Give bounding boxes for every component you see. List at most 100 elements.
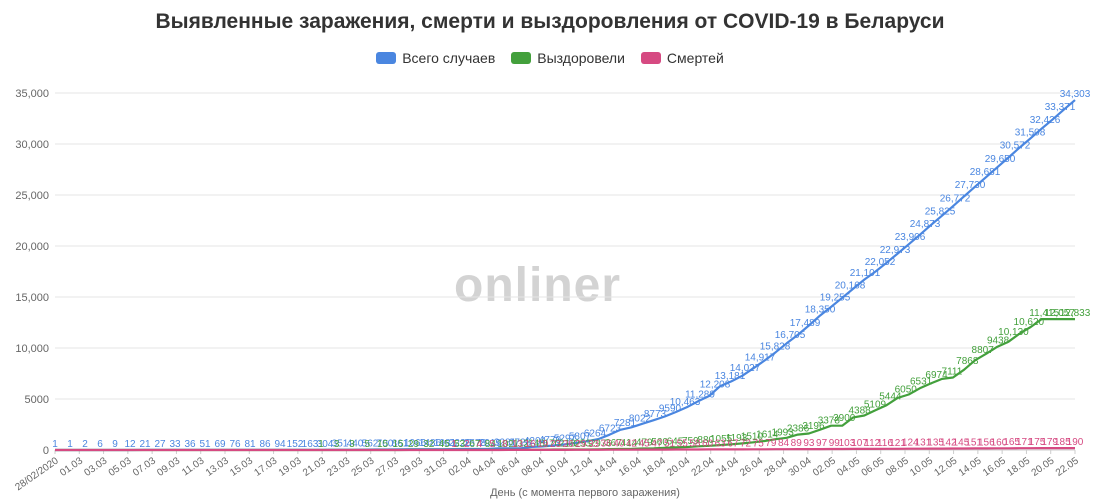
data-label-2: 116 <box>877 438 893 449</box>
data-label-1: 29 <box>408 439 420 450</box>
data-label-0: 1486 <box>419 438 442 449</box>
x-tick-label: 31.03 <box>422 455 449 479</box>
x-tick-label: 12.04 <box>568 455 595 479</box>
legend-label-recovered: Выздоровели <box>537 50 625 66</box>
data-label-2: 8 <box>502 439 508 450</box>
data-label-1: 297 <box>590 438 607 449</box>
x-tick-label: 09.03 <box>155 455 182 479</box>
data-label-2: 19 <box>537 439 549 450</box>
y-tick-label: 20,000 <box>15 241 49 253</box>
data-label-1: 84 <box>485 439 497 450</box>
data-label-2: 89 <box>791 438 803 449</box>
data-label-0: 440 <box>347 439 364 450</box>
data-label-2: 23 <box>550 439 562 450</box>
data-label-0: 351 <box>332 439 349 450</box>
y-tick-label: 0 <box>43 445 49 457</box>
data-label-1: 1 <box>318 439 324 450</box>
data-label-0: 94 <box>274 439 286 450</box>
data-label-0: 34,303 <box>1060 89 1091 100</box>
data-label-0: 28,681 <box>970 167 1001 178</box>
x-tick-label: 05.03 <box>107 455 134 479</box>
data-label-2: 97 <box>816 438 828 449</box>
data-label-2: 151 <box>965 437 982 448</box>
legend-label-total: Всего случаев <box>402 50 496 66</box>
x-tick-label: 08.04 <box>520 455 547 479</box>
data-label-0: 2226 <box>449 438 472 449</box>
data-label-1: 3 <box>349 439 355 450</box>
y-tick-label: 30,000 <box>15 139 49 151</box>
data-label-1: 5444 <box>879 392 902 403</box>
y-tick-label: 10,000 <box>15 343 49 355</box>
data-label-2: 107 <box>851 438 868 449</box>
data-label-0: 2 <box>82 439 88 450</box>
data-label-0: 76 <box>229 439 241 450</box>
watermark-logo: onliner <box>454 259 622 312</box>
data-label-1: 6974 <box>925 370 948 381</box>
x-tick-label: 27.03 <box>374 455 401 479</box>
data-label-2: 1 <box>451 439 457 450</box>
legend-item-total[interactable]: Всего случаев <box>376 50 495 66</box>
data-label-1: 1510 <box>741 431 764 442</box>
data-label-1: 11,415 <box>1029 308 1059 319</box>
data-label-0: 13,181 <box>715 371 746 382</box>
data-label-2: 51 <box>664 439 676 450</box>
data-label-1: 4388 <box>848 405 871 416</box>
data-label-0: 5297 <box>554 433 577 444</box>
data-label-0: 81 <box>244 439 256 450</box>
legend-swatch-deaths <box>640 52 661 64</box>
legend-item-recovered[interactable]: Выздоровели <box>511 50 625 66</box>
data-label-0: 8022 <box>629 414 652 425</box>
data-label-0: 1 <box>52 439 58 450</box>
data-label-0: 6723 <box>599 424 622 435</box>
data-label-2: 72 <box>740 438 752 449</box>
data-label-2: 185 <box>1054 437 1071 448</box>
x-tick-label: 10.05 <box>908 455 935 479</box>
y-tick-label: 5000 <box>25 394 49 406</box>
data-label-0: 2919 <box>479 438 502 449</box>
series-line-0 <box>55 99 1076 452</box>
data-label-2: 63 <box>715 438 727 449</box>
data-label-0: 7281 <box>614 418 637 429</box>
x-tick-label: 10.04 <box>544 455 571 479</box>
data-label-0: 33,371 <box>1045 102 1076 113</box>
x-tick-label: 28/02/2020 <box>13 455 61 493</box>
data-label-0: 3281 <box>494 437 517 448</box>
data-label-2: 79 <box>765 438 777 449</box>
x-tick-label: 25.03 <box>350 455 377 479</box>
data-label-2: 67 <box>727 438 739 449</box>
data-label-2: 60 <box>702 438 714 449</box>
data-label-2: 29 <box>575 439 587 450</box>
data-label-1: 112 <box>513 439 529 450</box>
data-label-1: 102 <box>497 439 514 450</box>
data-label-2: 160 <box>991 437 1008 448</box>
data-label-0: 22,973 <box>880 245 911 256</box>
series-line-2 <box>55 447 1075 452</box>
legend-label-deaths: Смертей <box>666 50 724 66</box>
x-tick-label: 02.04 <box>447 455 474 479</box>
data-label-0: 700 <box>377 438 394 449</box>
data-label-1: 5109 <box>864 399 887 410</box>
data-label-1: 15 <box>392 439 404 450</box>
x-tick-label: 30.04 <box>787 455 814 479</box>
chart-title: Выявленные заражения, смерти и выздоровл… <box>155 10 945 33</box>
data-label-2: 165 <box>1003 437 1020 448</box>
data-label-1: 479 <box>636 437 653 448</box>
data-label-2: 55 <box>677 439 689 450</box>
data-label-2: 99 <box>829 438 841 449</box>
x-tick-label: 13.03 <box>204 455 231 479</box>
data-label-0: 25,825 <box>925 206 956 217</box>
data-label-2: 175 <box>1029 437 1046 448</box>
x-tick-label: 22.05 <box>1054 455 1081 479</box>
data-label-0: 27 <box>154 439 166 450</box>
data-label-2: 121 <box>889 438 906 449</box>
x-tick-label: 16.04 <box>617 455 644 479</box>
data-label-2: 135 <box>927 438 944 449</box>
data-label-1: 3 <box>334 439 340 450</box>
data-label-1: 560 <box>651 437 668 448</box>
data-label-0: 15,828 <box>760 342 791 353</box>
data-label-1: 367 <box>605 438 622 449</box>
x-tick-label: 21.03 <box>301 455 328 479</box>
data-label-1: 15 <box>377 439 389 450</box>
legend-item-deaths[interactable]: Смертей <box>640 50 724 66</box>
